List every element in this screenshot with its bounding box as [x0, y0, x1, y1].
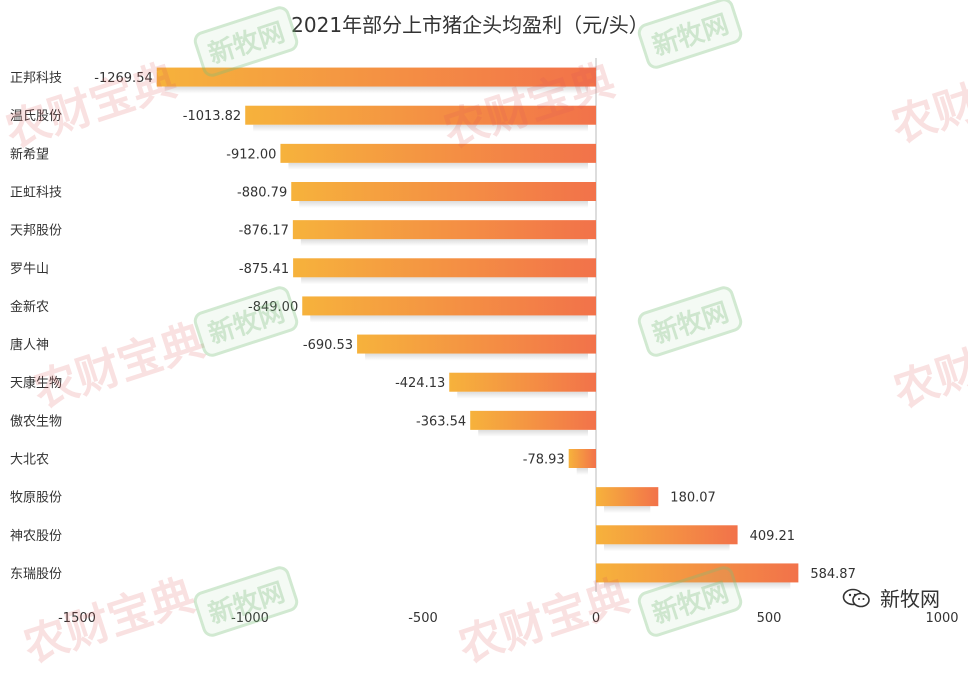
- plot-area: 正邦科技 -1269.54 温氏股份 -1013.82 新希望 -912.00 正虹科技 -8…: [10, 58, 959, 626]
- bar: [449, 372, 596, 392]
- x-tick-label: 500: [757, 611, 782, 626]
- category-label: 温氏股份: [10, 109, 62, 124]
- category-label: 牧原股份: [10, 491, 62, 506]
- bar-chart: 2021年部分上市猪企头均盈利（元/头） 正邦科技 -1269.54 温氏股份 -10…: [10, 13, 959, 626]
- category-label: 唐人神: [10, 337, 49, 353]
- data-label: -880.79: [237, 186, 287, 201]
- category-label: 正邦科技: [10, 71, 62, 86]
- bar-shadow: [300, 239, 588, 247]
- bar-shadow: [365, 353, 588, 361]
- bar-shadow: [288, 162, 588, 170]
- bar: [357, 334, 596, 354]
- bar: [293, 258, 596, 278]
- bar-shadow: [253, 124, 589, 132]
- bar-shadow: [457, 391, 588, 399]
- data-label: -690.53: [303, 338, 353, 353]
- category-label: 金新农: [10, 299, 49, 315]
- category-label: 天康生物: [10, 375, 62, 391]
- bar: [596, 563, 799, 583]
- x-tick-label: -500: [408, 611, 438, 626]
- bar: [596, 487, 659, 507]
- bar-shadow: [478, 429, 588, 437]
- bar-shadow: [310, 315, 588, 323]
- category-label: 天邦股份: [10, 224, 62, 239]
- x-tick-label: -1500: [58, 611, 96, 626]
- data-label: -1269.54: [94, 71, 152, 86]
- bar-shadow: [164, 86, 588, 94]
- bar-shadow: [576, 468, 588, 475]
- data-label: -363.54: [416, 414, 466, 429]
- brand-mark: 新牧网: [842, 583, 940, 612]
- wechat-icon: [842, 588, 870, 607]
- bar: [596, 525, 738, 545]
- bar: [245, 105, 597, 125]
- x-tick-label: 1000: [925, 611, 958, 626]
- chart-title: 2021年部分上市猪企头均盈利（元/头）: [291, 13, 649, 37]
- category-label: 大北农: [10, 453, 49, 468]
- category-label: 正虹科技: [10, 186, 62, 201]
- data-label: 409.21: [750, 529, 796, 544]
- bar: [470, 410, 596, 430]
- category-label: 东瑞股份: [10, 567, 62, 582]
- brand-label: 新牧网: [880, 587, 940, 611]
- bar-shadow: [604, 544, 730, 552]
- data-label: -875.41: [239, 262, 289, 277]
- bar: [291, 182, 596, 201]
- bar-shadow: [604, 582, 791, 590]
- bar: [568, 449, 596, 468]
- data-label: -849.00: [248, 300, 298, 315]
- bar: [280, 143, 596, 163]
- data-label: -78.93: [523, 453, 565, 468]
- bar: [302, 296, 596, 316]
- bar: [156, 67, 596, 87]
- x-tick-label: 0: [592, 611, 600, 626]
- category-label: 傲农生物: [10, 414, 62, 429]
- category-label: 神农股份: [10, 529, 62, 544]
- bar-shadow: [604, 506, 651, 514]
- data-label: -912.00: [226, 147, 276, 162]
- category-label: 罗牛山: [10, 262, 49, 277]
- x-tick-label: -1000: [231, 611, 269, 626]
- data-label: 180.07: [670, 491, 716, 506]
- bar-shadow: [299, 201, 588, 208]
- data-label: -1013.82: [183, 109, 241, 124]
- data-label: -876.17: [239, 224, 289, 239]
- bar-shadow: [301, 277, 588, 285]
- data-label: 584.87: [810, 567, 856, 582]
- category-label: 新希望: [10, 146, 49, 162]
- bar: [292, 220, 596, 240]
- data-label: -424.13: [395, 376, 445, 391]
